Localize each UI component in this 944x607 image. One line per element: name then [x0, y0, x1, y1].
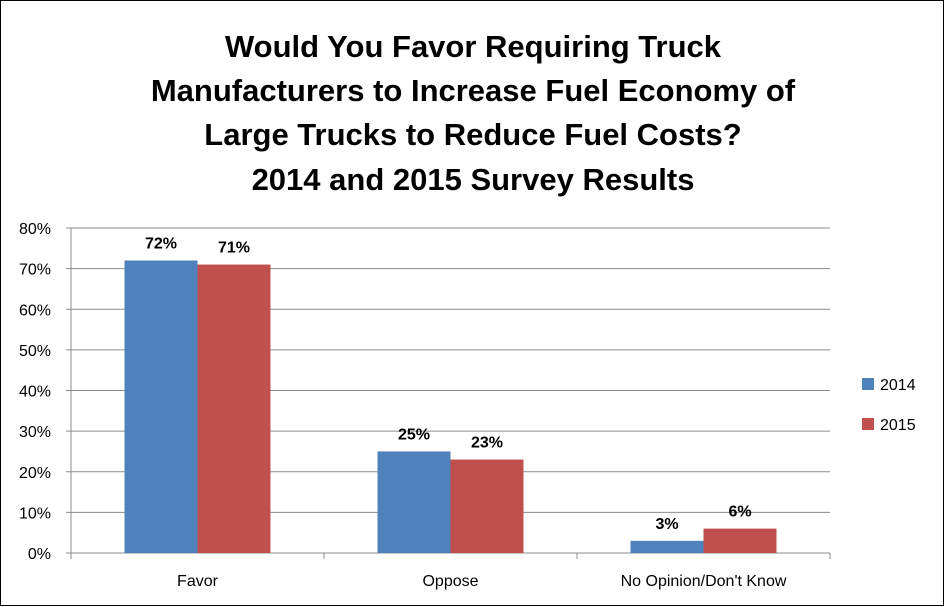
x-category-label: Oppose: [422, 573, 478, 590]
data-label: 71%: [218, 240, 250, 257]
legend-label: 2014: [880, 377, 916, 394]
chart-title: Would You Favor Requiring Truck Manufactu…: [151, 29, 796, 197]
y-tick-label: 40%: [19, 384, 51, 401]
y-tick-label: 60%: [19, 302, 51, 319]
legend-swatch-2014: [862, 378, 874, 390]
legend-label: 2015: [880, 417, 916, 434]
x-category-label: Favor: [177, 573, 219, 590]
data-label: 6%: [728, 504, 751, 521]
legend: 2014 2015: [862, 377, 916, 434]
y-tick-label: 80%: [19, 221, 51, 238]
data-labels: 72% 25% 3% 71% 23% 6%: [145, 236, 752, 533]
bar-2014-1: [377, 451, 451, 553]
data-label: 3%: [655, 516, 678, 533]
y-tick-label: 10%: [19, 505, 51, 522]
chart-title-line-1: Would You Favor Requiring Truck: [225, 29, 722, 64]
bar-2015-2: [703, 528, 777, 553]
y-tick-label: 20%: [19, 465, 51, 482]
bar-2014-0: [124, 260, 198, 553]
bar-2015-0: [197, 264, 271, 553]
y-tick-label: 70%: [19, 262, 51, 279]
x-category-label: No Opinion/Don't Know: [621, 573, 787, 590]
data-label: 25%: [398, 426, 430, 443]
legend-swatch-2015: [862, 418, 874, 430]
data-label: 72%: [145, 236, 177, 253]
y-tick-label: 30%: [19, 424, 51, 441]
data-label: 23%: [471, 435, 503, 452]
bar-2014-2: [630, 540, 704, 553]
chart-title-line-3: Large Trucks to Reduce Fuel Costs?: [204, 117, 741, 152]
chart-title-line-2: Manufacturers to Increase Fuel Economy o…: [151, 73, 796, 108]
y-tick-label: 0%: [28, 546, 51, 563]
chart-title-line-4: 2014 and 2015 Survey Results: [252, 162, 695, 197]
y-tick-label: 50%: [19, 343, 51, 360]
bars: [124, 260, 777, 553]
bar-2015-1: [450, 459, 524, 553]
